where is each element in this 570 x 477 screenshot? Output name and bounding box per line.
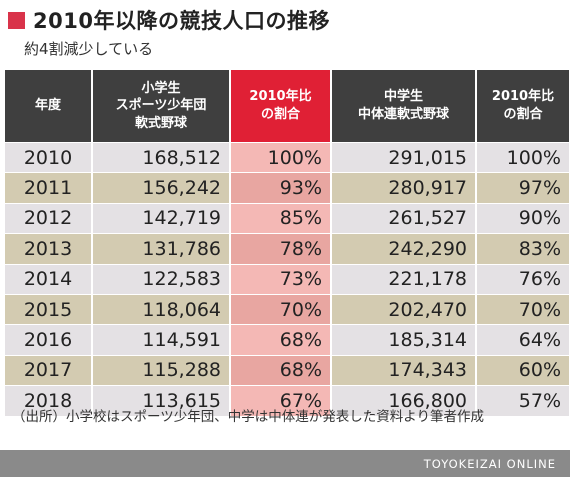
- table-row: 2015 118,064 70% 202,470 70%: [5, 293, 569, 325]
- cell-juniorhigh-ratio: 57%: [477, 385, 569, 416]
- cell-elementary-ratio: 67%: [231, 385, 330, 416]
- cell-juniorhigh: 242,290: [332, 233, 475, 264]
- cell-juniorhigh: 174,343: [332, 354, 475, 386]
- table-row: 2013 131,786 78% 242,290 83%: [5, 233, 569, 264]
- cell-juniorhigh: 221,178: [332, 263, 475, 294]
- cell-year: 2013: [5, 233, 91, 264]
- cell-year: 2016: [5, 324, 91, 355]
- cell-juniorhigh: 261,527: [332, 202, 475, 234]
- cell-year: 2015: [5, 293, 91, 325]
- cell-elementary-ratio: 100%: [231, 142, 330, 173]
- footer-bar: TOYOKEIZAI ONLINE: [0, 450, 570, 477]
- cell-elementary-ratio: 85%: [231, 202, 330, 234]
- table-row: 2010 168,512 100% 291,015 100%: [5, 142, 569, 173]
- cell-year: 2012: [5, 202, 91, 234]
- cell-juniorhigh: 291,015: [332, 142, 475, 173]
- cell-elementary: 114,591: [93, 324, 229, 355]
- population-table: 年度 小学生 スポーツ少年団 軟式野球 2010年比 の割合 中学生 中体連軟式…: [3, 70, 570, 416]
- cell-juniorhigh-ratio: 83%: [477, 233, 569, 264]
- title-marker: [8, 11, 25, 29]
- table-header-row: 年度 小学生 スポーツ少年団 軟式野球 2010年比 の割合 中学生 中体連軟式…: [5, 70, 569, 142]
- cell-juniorhigh: 185,314: [332, 324, 475, 355]
- footer-brand: TOYOKEIZAI ONLINE: [423, 456, 556, 471]
- cell-elementary: 131,786: [93, 233, 229, 264]
- cell-year: 2017: [5, 354, 91, 386]
- page-subtitle: 約4割減少している: [24, 40, 154, 58]
- cell-elementary: 113,615: [93, 385, 229, 416]
- table-row: 2018 113,615 67% 166,800 57%: [5, 385, 569, 416]
- cell-juniorhigh-ratio: 60%: [477, 354, 569, 386]
- header-juniorhigh-ratio: 2010年比 の割合: [477, 70, 569, 142]
- table-row: 2012 142,719 85% 261,527 90%: [5, 202, 569, 234]
- cell-juniorhigh-ratio: 70%: [477, 293, 569, 325]
- cell-juniorhigh-ratio: 100%: [477, 142, 569, 173]
- cell-elementary: 142,719: [93, 202, 229, 234]
- header-elementary: 小学生 スポーツ少年団 軟式野球: [93, 70, 229, 142]
- header-juniorhigh: 中学生 中体連軟式野球: [332, 70, 475, 142]
- header-elementary-ratio: 2010年比 の割合: [231, 70, 330, 142]
- cell-elementary-ratio: 93%: [231, 172, 330, 203]
- table-row: 2011 156,242 93% 280,917 97%: [5, 172, 569, 203]
- cell-juniorhigh: 202,470: [332, 293, 475, 325]
- cell-elementary-ratio: 73%: [231, 263, 330, 294]
- table-row: 2014 122,583 73% 221,178 76%: [5, 263, 569, 294]
- cell-juniorhigh: 166,800: [332, 385, 475, 416]
- cell-juniorhigh-ratio: 76%: [477, 263, 569, 294]
- cell-year: 2014: [5, 263, 91, 294]
- cell-elementary: 168,512: [93, 142, 229, 173]
- cell-year: 2011: [5, 172, 91, 203]
- cell-juniorhigh-ratio: 90%: [477, 202, 569, 234]
- cell-elementary: 156,242: [93, 172, 229, 203]
- cell-elementary: 122,583: [93, 263, 229, 294]
- page-title: 2010年以降の競技人口の推移: [33, 9, 330, 33]
- cell-elementary-ratio: 78%: [231, 233, 330, 264]
- cell-juniorhigh-ratio: 97%: [477, 172, 569, 203]
- title-block: 2010年以降の競技人口の推移: [8, 6, 330, 34]
- cell-juniorhigh-ratio: 64%: [477, 324, 569, 355]
- cell-elementary-ratio: 70%: [231, 293, 330, 325]
- header-year: 年度: [5, 70, 91, 142]
- cell-year: 2018: [5, 385, 91, 416]
- cell-juniorhigh: 280,917: [332, 172, 475, 203]
- table-row: 2016 114,591 68% 185,314 64%: [5, 324, 569, 355]
- cell-elementary: 118,064: [93, 293, 229, 325]
- cell-elementary-ratio: 68%: [231, 324, 330, 355]
- cell-elementary: 115,288: [93, 354, 229, 386]
- source-note: （出所）小学校はスポーツ少年団、中学は中体連が発表した資料より筆者作成: [12, 409, 484, 425]
- cell-elementary-ratio: 68%: [231, 354, 330, 386]
- cell-year: 2010: [5, 142, 91, 173]
- table-row: 2017 115,288 68% 174,343 60%: [5, 354, 569, 386]
